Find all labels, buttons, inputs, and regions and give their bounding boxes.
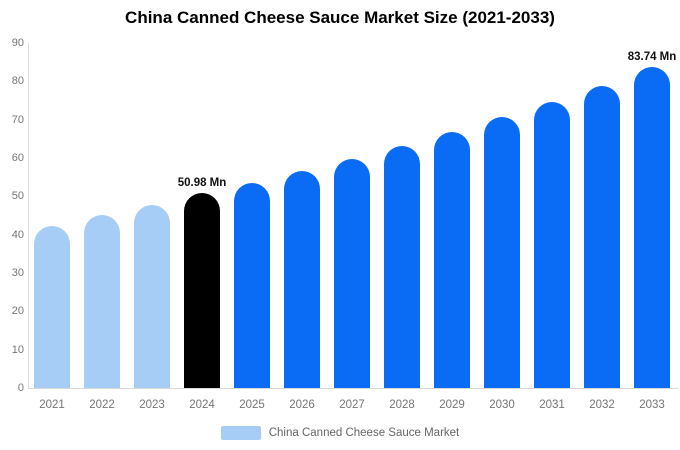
y-tick-label-30: 30: [11, 267, 24, 279]
bar-2033[interactable]: [634, 67, 670, 388]
y-tick-label-40: 40: [11, 228, 24, 241]
bar-2029[interactable]: [434, 132, 470, 388]
y-tick-label-20: 20: [11, 305, 24, 318]
bar-2025[interactable]: [234, 183, 270, 388]
bar-2021[interactable]: [34, 226, 70, 388]
x-tick-label-2022: 2022: [89, 399, 115, 411]
y-tick-label-50: 50: [11, 190, 24, 203]
x-axis-line: [28, 388, 678, 389]
x-tick-label-2029: 2029: [439, 399, 465, 411]
legend: China Canned Cheese Sauce Market: [0, 426, 680, 440]
y-tick-label-10: 10: [11, 343, 24, 356]
y-tick-label-0: 0: [17, 382, 24, 394]
x-tick-label-2028: 2028: [389, 399, 415, 411]
bar-2032[interactable]: [584, 86, 620, 388]
x-tick-label-2024: 2024: [189, 399, 215, 411]
chart-title: China Canned Cheese Sauce Market Size (2…: [125, 8, 555, 27]
x-tick-label-2030: 2030: [489, 399, 515, 411]
bar-2030[interactable]: [484, 117, 520, 388]
x-tick-label-2032: 2032: [589, 399, 615, 411]
y-tick-label-80: 80: [11, 75, 24, 88]
bar-2028[interactable]: [384, 146, 420, 388]
data-label-2033: 83.74 Mn: [627, 51, 677, 63]
y-tick-label-90: 90: [11, 37, 24, 49]
x-tick-label-2026: 2026: [289, 399, 315, 411]
x-tick-label-2023: 2023: [139, 399, 165, 411]
bar-2022[interactable]: [84, 215, 120, 388]
bar-2031[interactable]: [534, 102, 570, 388]
legend-swatch: [220, 426, 261, 440]
x-tick-label-2031: 2031: [539, 399, 565, 411]
legend-label: China Canned Cheese Sauce Market: [268, 427, 460, 439]
x-tick-label-2021: 2021: [39, 399, 65, 411]
y-axis-line: [28, 43, 29, 389]
y-tick-label-70: 70: [11, 113, 24, 126]
bar-2026[interactable]: [284, 171, 320, 388]
y-tick-label-60: 60: [11, 152, 24, 164]
bar-2023[interactable]: [134, 205, 170, 388]
x-tick-label-2033: 2033: [639, 399, 665, 411]
x-tick-label-2025: 2025: [239, 399, 265, 411]
bar-2024[interactable]: [184, 193, 220, 388]
data-label-2024: 50.98 Mn: [177, 177, 227, 189]
bar-2027[interactable]: [334, 159, 370, 388]
x-tick-label-2027: 2027: [339, 399, 365, 411]
